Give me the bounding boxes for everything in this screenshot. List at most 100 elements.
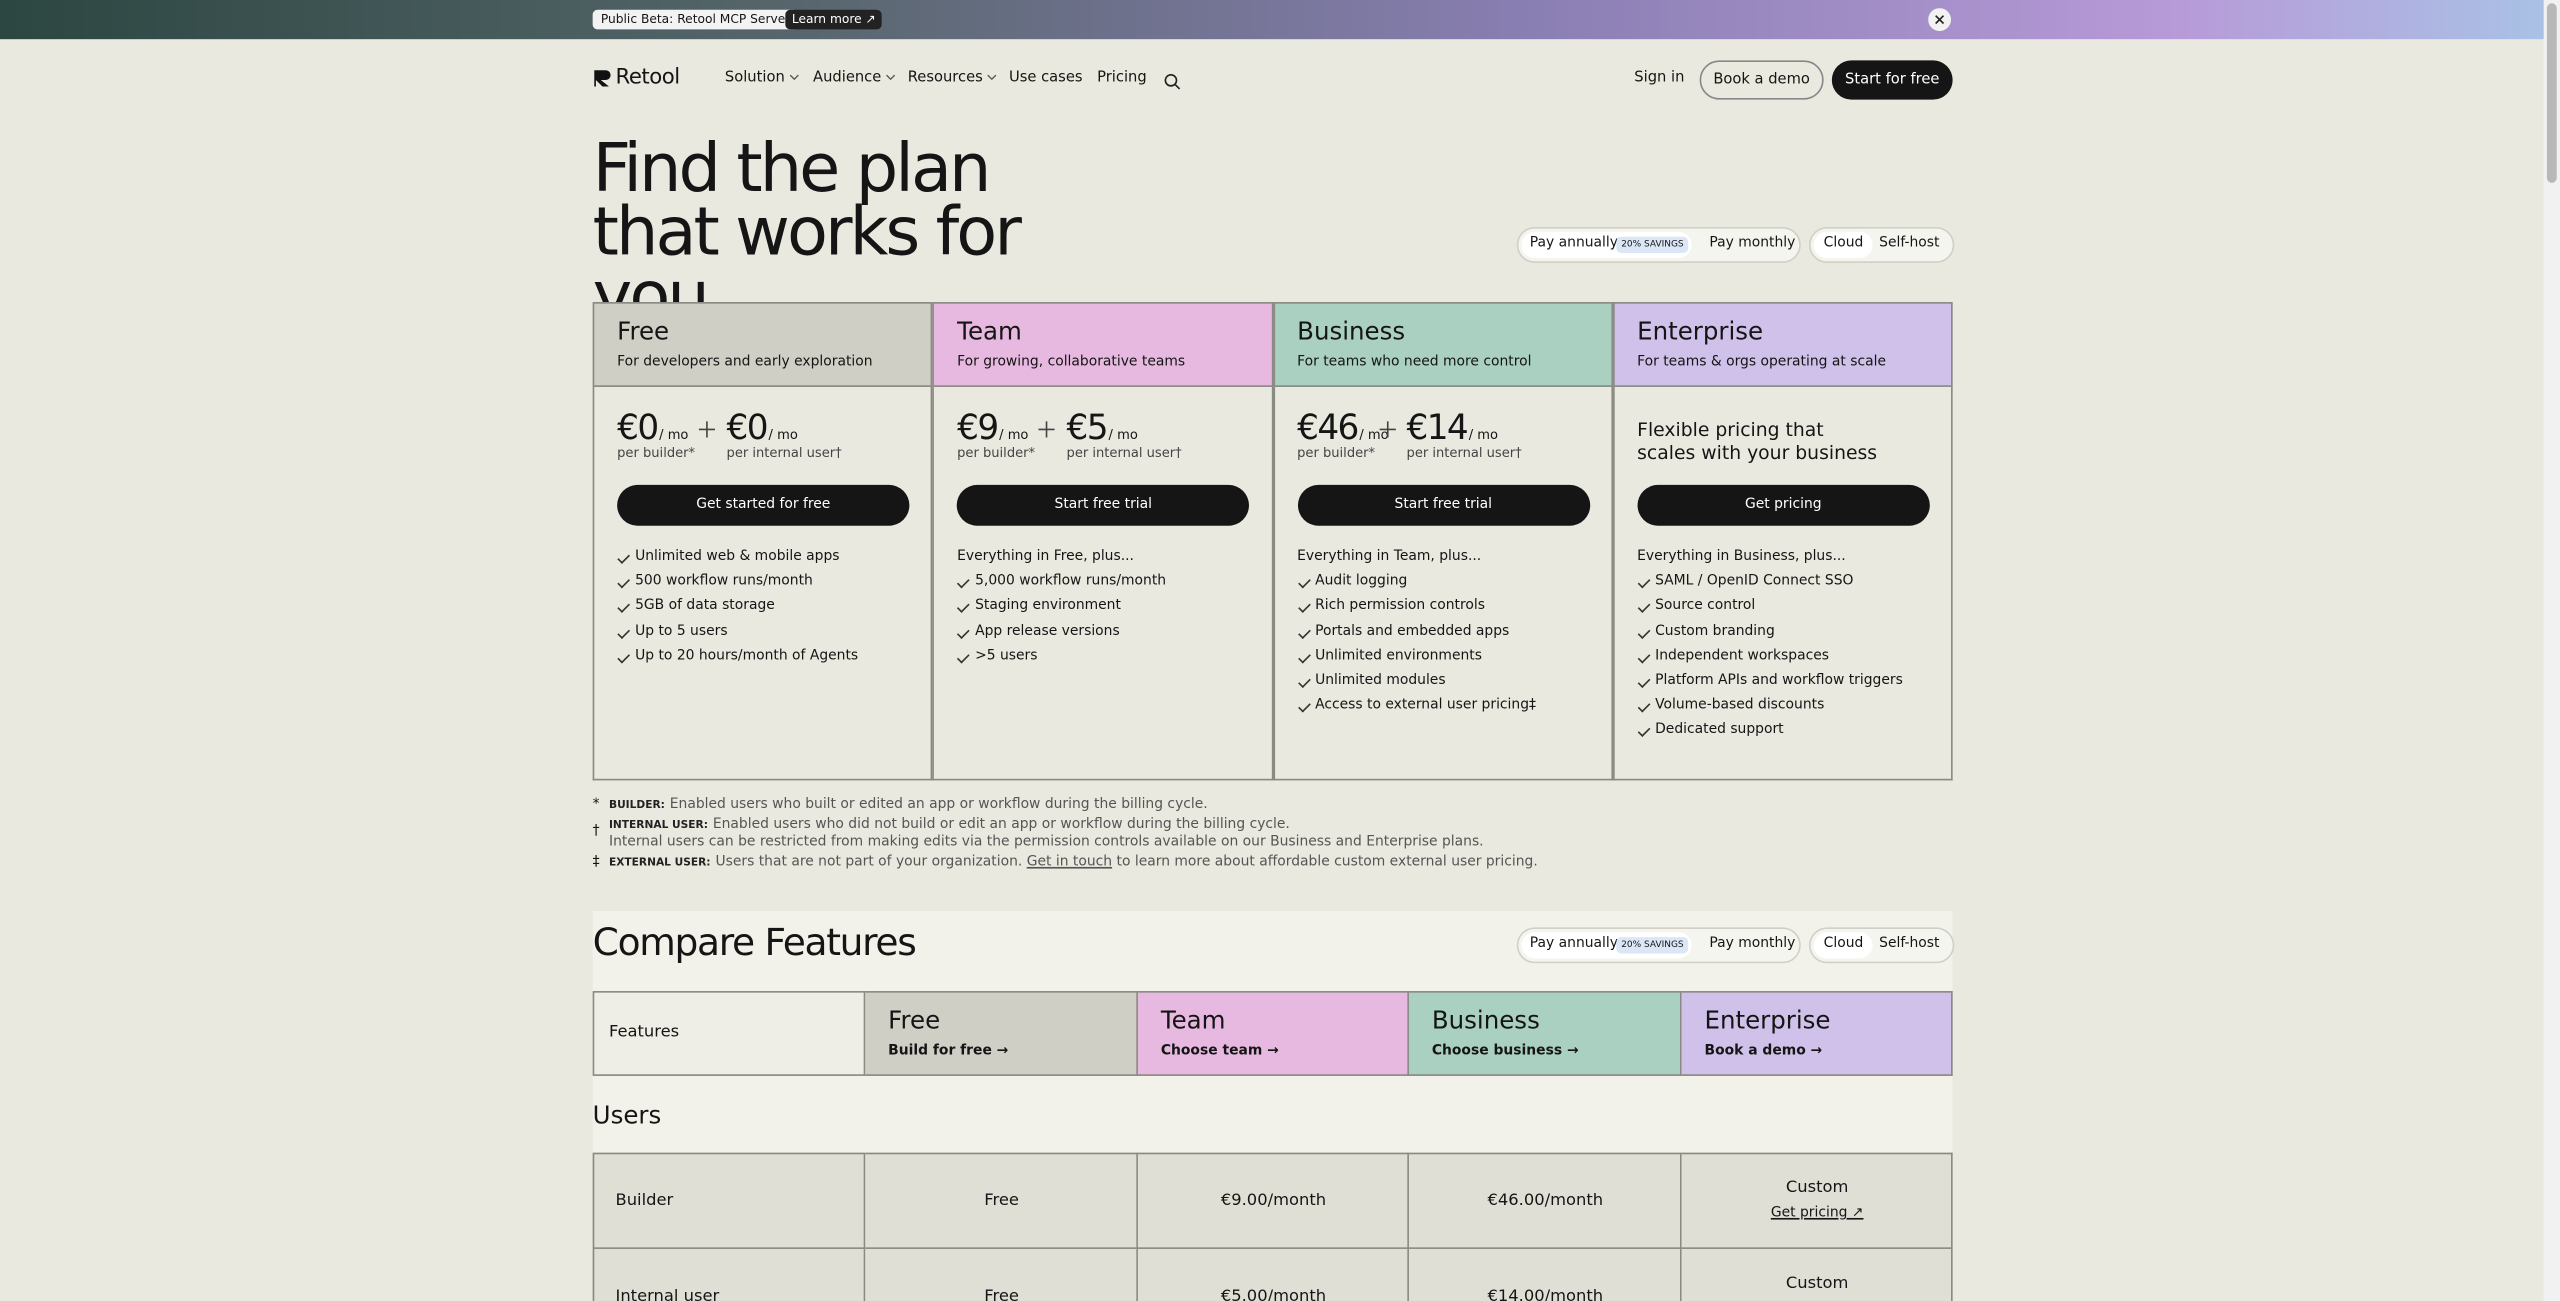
plan-name: Business [1297, 316, 1406, 347]
price-unit: / mo [1359, 427, 1389, 443]
section-title: Users [592, 1100, 662, 1130]
footnote: INTERNAL USER: Enabled users who did not … [609, 816, 1290, 832]
feature: Volume-based discounts [1655, 697, 1825, 714]
footnote-link[interactable]: Get in touch [1026, 853, 1113, 871]
feature: Independent workspaces [1655, 647, 1830, 665]
plus-icon [1038, 413, 1056, 444]
learn-more[interactable]: Learn more ↗ [785, 9, 883, 30]
price: €46/ mo [1297, 408, 1388, 447]
row-value: €5.00/month [1220, 1288, 1327, 1301]
table-cell [865, 1248, 1138, 1301]
footnote-text: Enabled users who did not build or edit … [712, 816, 1290, 833]
feature: 500 workflow runs/month [635, 573, 813, 590]
hosting-toggle[interactable]: Cloud Self-host [1808, 927, 1955, 964]
table-header-cell [592, 991, 866, 1076]
billing-toggle[interactable]: Pay annually 20% SAVINGS Pay monthly [1516, 927, 1801, 964]
plus-icon [698, 413, 716, 444]
footnote-text: Enabled users who built or edited an app… [669, 796, 1208, 814]
table-cell [1137, 1152, 1409, 1249]
footnote-symbol: ‡ [592, 853, 600, 871]
start-free[interactable]: Start for free [1831, 60, 1953, 100]
billing-toggle[interactable]: Pay annually 20% SAVINGS Pay monthly [1516, 226, 1801, 263]
price: €0/ mo [727, 408, 798, 447]
banner [0, 0, 2560, 40]
table-cell [592, 1248, 866, 1301]
nav-item[interactable]: Use cases [1008, 70, 1083, 87]
features-heading: Everything in Team, plus... [1297, 548, 1482, 565]
nav-item[interactable]: Resources [908, 70, 998, 87]
cloud[interactable]: Cloud [1823, 935, 1864, 952]
price-per: per internal user† [1406, 445, 1522, 461]
features-heading: Everything in Business, plus... [1637, 548, 1846, 565]
plan-cta[interactable]: Get started for free [617, 484, 910, 526]
plan-cta[interactable]: Start free trial [1297, 484, 1590, 526]
book-demo[interactable]: Book a demo [1699, 60, 1824, 100]
option-selected [1813, 932, 1873, 959]
plan-cta[interactable]: Start free trial [957, 484, 1250, 526]
nav-item[interactable]: Solution [725, 70, 800, 87]
row-value: €14.00/month [1487, 1288, 1604, 1301]
compare-title: Compare Features [592, 922, 917, 965]
nav-item[interactable]: Pricing [1097, 70, 1147, 87]
hosting-toggle[interactable]: Cloud Self-host [1808, 226, 1955, 263]
table-cell [592, 1152, 866, 1249]
price-amount: €9 [957, 408, 999, 448]
feature: Rich permission controls [1315, 598, 1485, 615]
price: €0/ mo [617, 408, 688, 447]
table-cell [1681, 1152, 1953, 1249]
plan-header [932, 302, 1273, 387]
column-link[interactable]: Build for free → [888, 1043, 1009, 1060]
search-icon[interactable] [1164, 73, 1181, 90]
row-label: Internal user [615, 1288, 720, 1301]
table-header-cell [1681, 991, 1953, 1076]
row-link[interactable]: Get pricing ↗ [1770, 1204, 1864, 1222]
plan-header [1612, 302, 1953, 387]
column-link[interactable]: Choose business → [1431, 1043, 1579, 1060]
table-cell [1408, 1152, 1682, 1249]
close-button[interactable] [1928, 8, 1952, 32]
price-per: per builder* [617, 445, 696, 461]
price: €14/ mo [1407, 408, 1498, 447]
scrollbar[interactable] [2543, 0, 2560, 1301]
plan-name: Free [617, 316, 670, 347]
price-unit: / mo [1468, 427, 1499, 443]
sign-in[interactable]: Sign in [1634, 70, 1685, 87]
price-amount: €46 [1297, 408, 1359, 448]
plan-body [1612, 386, 1953, 781]
plan-body [932, 386, 1273, 781]
table-cell [865, 1152, 1138, 1249]
plus [698, 421, 716, 438]
price-amount: €14 [1406, 408, 1469, 448]
feature: 5GB of data storage [635, 598, 775, 615]
feature: Source control [1655, 598, 1756, 615]
column-link[interactable]: Book a demo → [1704, 1043, 1823, 1060]
plan-subtitle: For teams & orgs operating at scale [1637, 354, 1886, 371]
chevron [987, 74, 997, 81]
plan-subtitle: For developers and early exploration [617, 354, 873, 371]
feature: Platform APIs and workflow triggers [1655, 672, 1903, 689]
footnote-label: BUILDER: [608, 798, 665, 812]
price-amount: €0 [726, 408, 769, 448]
pay-annually[interactable]: Pay annually [1529, 235, 1619, 252]
feature: SAML / OpenID Connect SSO [1655, 573, 1854, 590]
nav-item[interactable]: Audience [813, 70, 896, 87]
pay-monthly[interactable]: Pay monthly [1709, 935, 1796, 952]
pay-annually[interactable]: Pay annually [1529, 935, 1619, 952]
plan-cta[interactable]: Get pricing [1637, 484, 1930, 526]
pay-monthly[interactable]: Pay monthly [1709, 235, 1796, 252]
option-selected [1813, 231, 1873, 258]
feature: Up to 20 hours/month of Agents [635, 647, 859, 665]
footnote-label: EXTERNAL USER: [608, 855, 711, 869]
feature: >5 users [975, 647, 1038, 665]
price-per: per builder* [1297, 445, 1376, 461]
price-unit: / mo [768, 427, 798, 443]
cloud[interactable]: Cloud [1823, 235, 1864, 252]
column-link[interactable]: Choose team → [1160, 1043, 1279, 1060]
table-cell [1408, 1248, 1682, 1301]
self-host[interactable]: Self-host [1879, 935, 1940, 952]
column-name: Free [888, 1005, 941, 1036]
self-host[interactable]: Self-host [1879, 235, 1940, 252]
table-cell [1681, 1248, 1953, 1301]
price-unit: / mo [659, 427, 689, 443]
features-label: Features [608, 1023, 680, 1042]
